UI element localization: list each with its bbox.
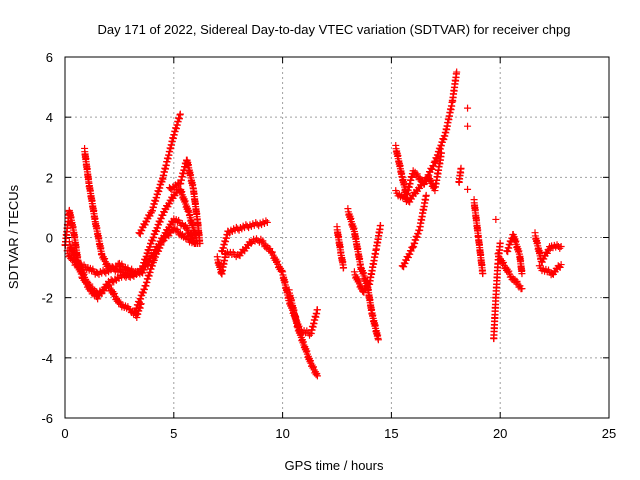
data-points [61, 68, 565, 380]
data-point [267, 247, 275, 255]
data-point [131, 270, 139, 278]
data-point [499, 258, 507, 266]
data-point [406, 250, 414, 258]
data-point [151, 253, 159, 261]
data-point [157, 241, 165, 249]
data-point [374, 336, 382, 344]
data-point [464, 104, 472, 112]
data-point [557, 243, 565, 251]
data-point [176, 110, 184, 118]
data-point [138, 227, 146, 235]
data-point [136, 230, 144, 238]
y-tick-label: -2 [41, 291, 53, 306]
data-point [494, 250, 502, 258]
data-point [313, 306, 321, 314]
y-tick-label: -4 [41, 351, 53, 366]
x-tick-label: 25 [602, 426, 616, 441]
data-point [144, 261, 152, 269]
data-point [143, 218, 151, 226]
x-tick-label: 10 [275, 426, 289, 441]
data-point [428, 165, 436, 173]
data-point [183, 223, 191, 231]
plot-border [64, 56, 610, 419]
data-point [422, 191, 430, 199]
data-point [496, 240, 504, 248]
data-point [313, 372, 321, 380]
data-point [268, 248, 276, 256]
x-tick-label: 20 [493, 426, 507, 441]
y-tick-label: 0 [46, 231, 53, 246]
data-point [400, 263, 408, 271]
data-point [309, 363, 317, 371]
chart-title: Day 171 of 2022, Sidereal Day-to-day VTE… [97, 22, 570, 37]
data-point [457, 164, 465, 172]
data-point [355, 277, 363, 285]
data-point [437, 149, 445, 157]
data-point [263, 218, 271, 226]
data-point [430, 158, 438, 166]
data-point [538, 258, 546, 266]
data-point [110, 289, 118, 297]
data-point [156, 244, 164, 252]
data-point [505, 267, 513, 275]
data-point [479, 270, 487, 278]
data-point [262, 217, 270, 225]
y-tick-label: -6 [41, 411, 53, 426]
data-point [82, 277, 90, 285]
data-point [159, 211, 167, 219]
data-point [164, 203, 172, 211]
data-point [401, 260, 409, 268]
data-point [407, 247, 415, 255]
data-point [543, 249, 551, 257]
data-point [453, 68, 461, 76]
data-point [247, 239, 255, 247]
data-point [146, 212, 154, 220]
data-point [404, 254, 412, 262]
y-tick-label: 4 [46, 110, 53, 125]
data-point [492, 215, 500, 223]
data-point [557, 261, 565, 269]
y-tick-label: 2 [46, 170, 53, 185]
data-point [273, 257, 281, 265]
x-axis-label: GPS time / hours [285, 458, 384, 473]
x-tick-label: 15 [384, 426, 398, 441]
data-point [86, 284, 94, 292]
axis-ticks: 0 5 10 15 20 25 -6 -4 -2 0 2 4 6 [41, 50, 616, 441]
data-point [155, 247, 163, 255]
x-tick-label: 5 [170, 426, 177, 441]
data-point [165, 200, 173, 208]
data-point [278, 266, 286, 274]
data-point [464, 185, 472, 193]
data-point [141, 221, 149, 229]
data-point [160, 208, 168, 216]
data-point [129, 268, 137, 276]
y-tick-label: 6 [46, 50, 53, 65]
data-point [150, 256, 158, 264]
data-point [464, 122, 472, 130]
data-point [518, 285, 526, 293]
data-point [101, 255, 109, 263]
data-point [408, 244, 416, 252]
data-point [377, 221, 385, 229]
data-point [312, 371, 320, 379]
x-tick-label: 0 [61, 426, 68, 441]
data-point [340, 264, 348, 272]
data-point [518, 270, 526, 278]
y-axis-label: SDTVAR / TECUs [6, 184, 21, 289]
data-point [192, 240, 200, 248]
data-point [540, 255, 548, 263]
data-point [145, 258, 153, 266]
data-point [350, 268, 358, 276]
